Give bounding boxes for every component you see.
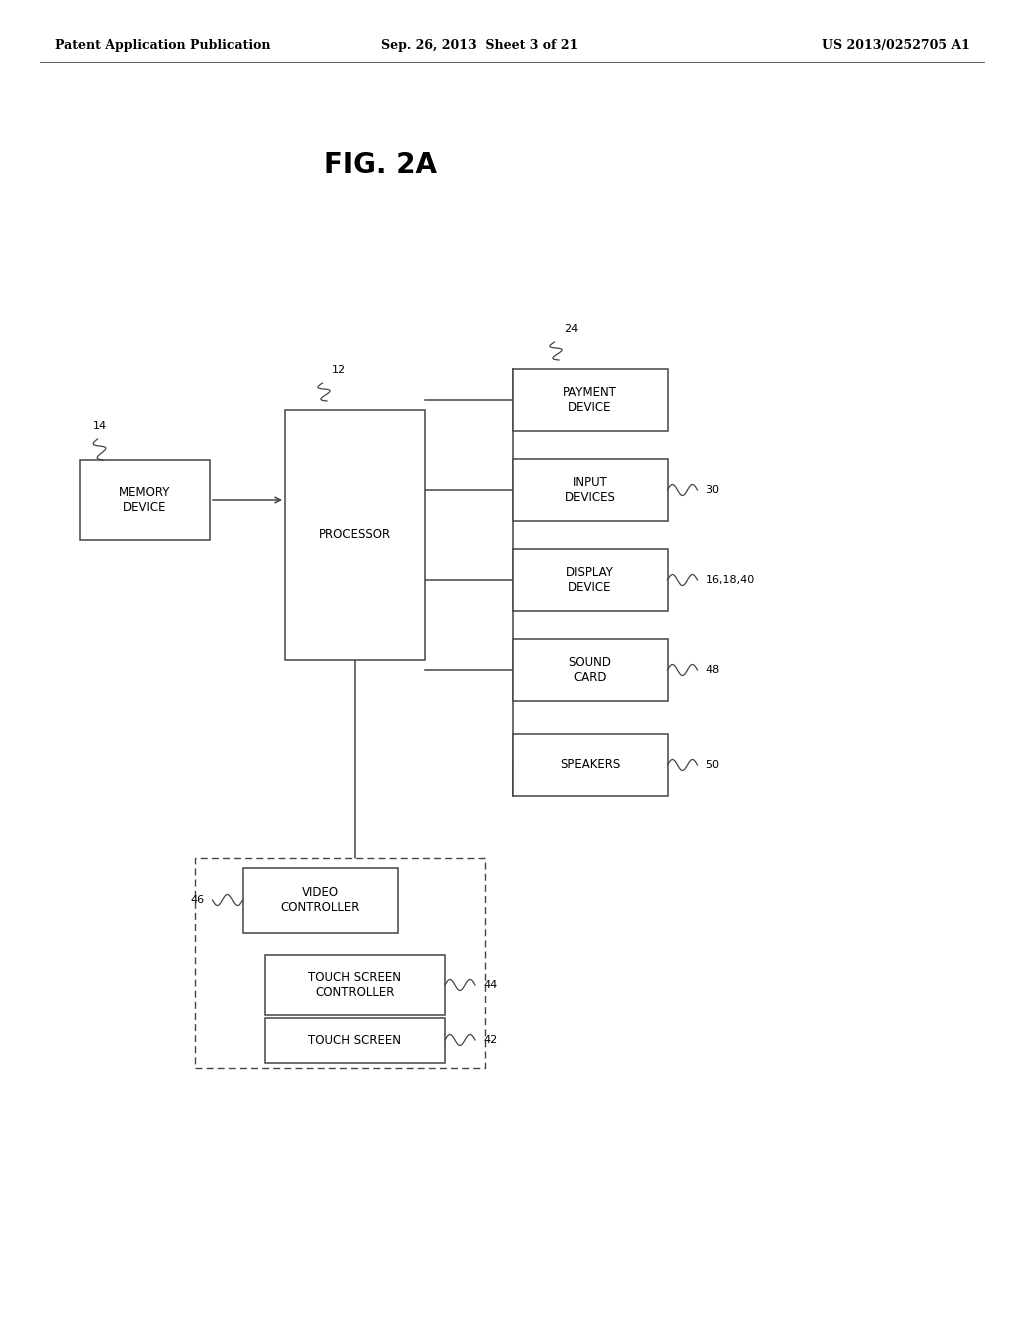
- Text: FIG. 2A: FIG. 2A: [324, 150, 436, 180]
- Text: PROCESSOR: PROCESSOR: [318, 528, 391, 541]
- Text: 16,18,40: 16,18,40: [706, 576, 755, 585]
- Bar: [285, 411, 425, 660]
- Text: 42: 42: [483, 1035, 498, 1045]
- Text: SOUND
CARD: SOUND CARD: [568, 656, 611, 684]
- Text: 46: 46: [190, 895, 205, 906]
- Text: US 2013/0252705 A1: US 2013/0252705 A1: [822, 38, 970, 51]
- Text: 44: 44: [483, 979, 498, 990]
- Text: SPEAKERS: SPEAKERS: [560, 759, 621, 771]
- Bar: [195, 858, 485, 1068]
- Bar: [265, 954, 445, 1015]
- Text: INPUT
DEVICES: INPUT DEVICES: [564, 477, 615, 504]
- Bar: [512, 370, 668, 432]
- Bar: [243, 867, 397, 932]
- Bar: [512, 734, 668, 796]
- Text: 12: 12: [332, 366, 346, 375]
- Bar: [512, 549, 668, 611]
- Bar: [265, 1018, 445, 1063]
- Text: VIDEO
CONTROLLER: VIDEO CONTROLLER: [281, 886, 359, 913]
- Bar: [80, 459, 210, 540]
- Bar: [512, 459, 668, 521]
- Text: Sep. 26, 2013  Sheet 3 of 21: Sep. 26, 2013 Sheet 3 of 21: [381, 38, 579, 51]
- Text: Patent Application Publication: Patent Application Publication: [55, 38, 270, 51]
- Text: PAYMENT
DEVICE: PAYMENT DEVICE: [563, 385, 617, 414]
- Bar: [512, 639, 668, 701]
- Text: 24: 24: [564, 323, 579, 334]
- Text: TOUCH SCREEN
CONTROLLER: TOUCH SCREEN CONTROLLER: [308, 972, 401, 999]
- Text: TOUCH SCREEN: TOUCH SCREEN: [308, 1034, 401, 1047]
- Text: DISPLAY
DEVICE: DISPLAY DEVICE: [566, 566, 614, 594]
- Text: 30: 30: [706, 484, 720, 495]
- Text: 50: 50: [706, 760, 720, 770]
- Text: 48: 48: [706, 665, 720, 675]
- Text: 14: 14: [92, 421, 106, 432]
- Text: MEMORY
DEVICE: MEMORY DEVICE: [120, 486, 171, 513]
